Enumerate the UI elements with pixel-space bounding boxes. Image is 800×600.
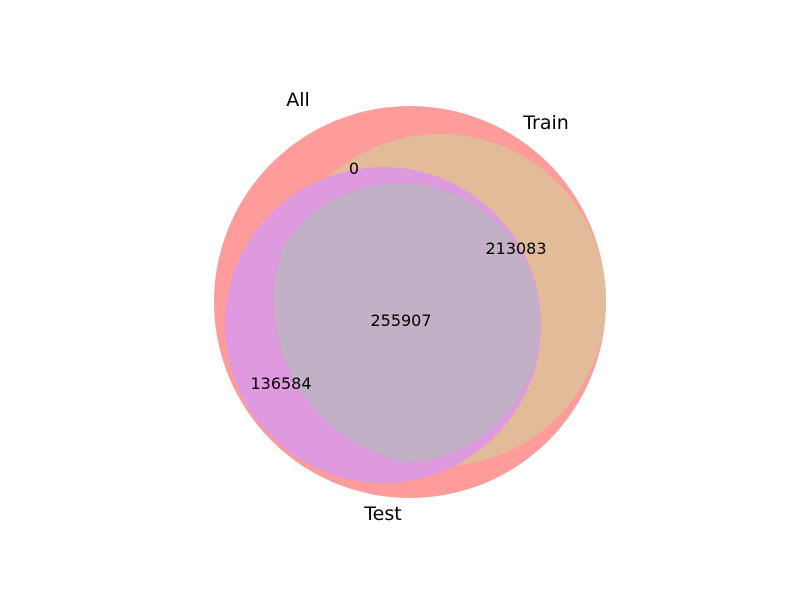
set-label-train: Train xyxy=(522,112,569,134)
region-label-all-only: 0 xyxy=(349,159,359,178)
region-label-all-test: 136584 xyxy=(250,374,311,393)
region-label-all-train: 213083 xyxy=(485,239,546,258)
set-label-all: All xyxy=(286,89,310,111)
region-label-all-train-test: 255907 xyxy=(370,311,431,330)
set-label-test: Test xyxy=(363,503,401,525)
region-train-test-overlap xyxy=(274,183,540,463)
